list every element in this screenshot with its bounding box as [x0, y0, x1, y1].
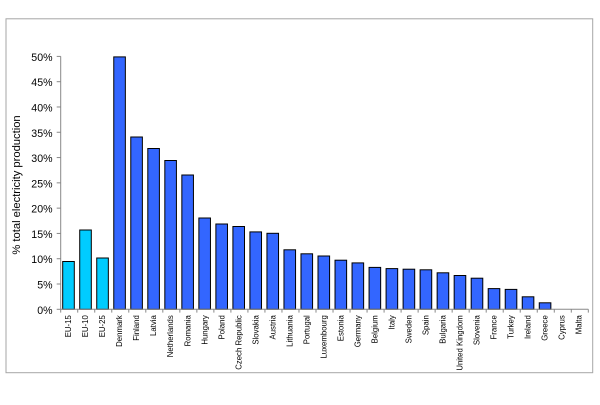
svg-text:Poland: Poland [217, 315, 226, 339]
svg-text:50%: 50% [31, 52, 53, 64]
svg-text:Spain: Spain [422, 315, 431, 335]
svg-text:15%: 15% [31, 229, 53, 241]
svg-text:5%: 5% [37, 280, 53, 292]
svg-text:10%: 10% [31, 254, 53, 266]
svg-text:Cyprus: Cyprus [558, 315, 567, 340]
svg-text:Denmark: Denmark [115, 315, 124, 347]
svg-text:United Kingdom: United Kingdom [456, 315, 465, 370]
svg-text:Estonia: Estonia [336, 315, 345, 342]
svg-text:Latvia: Latvia [149, 315, 158, 336]
svg-text:Hungary: Hungary [200, 315, 209, 345]
svg-text:Malta: Malta [575, 315, 584, 335]
svg-text:Finland: Finland [132, 315, 141, 341]
svg-text:Czech Republic: Czech Republic [234, 315, 243, 370]
svg-text:% total electricity production: % total electricity production [11, 115, 23, 254]
svg-text:Belgium: Belgium [370, 315, 379, 343]
svg-text:Portugal: Portugal [302, 315, 311, 344]
svg-text:Slovakia: Slovakia [251, 315, 260, 345]
svg-text:Italy: Italy [387, 315, 396, 329]
svg-text:35%: 35% [31, 128, 53, 140]
svg-text:Turkey: Turkey [507, 315, 516, 339]
svg-text:45%: 45% [31, 77, 53, 89]
svg-text:Luxembourg: Luxembourg [319, 315, 328, 358]
svg-text:40%: 40% [31, 102, 53, 114]
svg-text:Greece: Greece [541, 315, 550, 341]
svg-text:EU-10: EU-10 [81, 315, 90, 338]
svg-text:France: France [490, 315, 499, 339]
svg-text:Bulgaria: Bulgaria [439, 315, 448, 344]
svg-text:Ireland: Ireland [524, 315, 533, 339]
svg-text:EU-15: EU-15 [64, 315, 73, 338]
svg-text:Lithuania: Lithuania [285, 315, 294, 347]
svg-text:20%: 20% [31, 204, 53, 216]
svg-text:30%: 30% [31, 153, 53, 165]
svg-text:25%: 25% [31, 178, 53, 190]
svg-text:Germany: Germany [353, 315, 362, 347]
svg-text:0%: 0% [37, 305, 53, 317]
svg-text:Slovenia: Slovenia [473, 315, 482, 346]
svg-text:Netherlands: Netherlands [166, 315, 175, 357]
svg-text:EU-25: EU-25 [98, 315, 107, 338]
svg-text:Romania: Romania [183, 315, 192, 347]
svg-text:Sweden: Sweden [405, 315, 414, 343]
svg-text:Austria: Austria [268, 315, 277, 340]
